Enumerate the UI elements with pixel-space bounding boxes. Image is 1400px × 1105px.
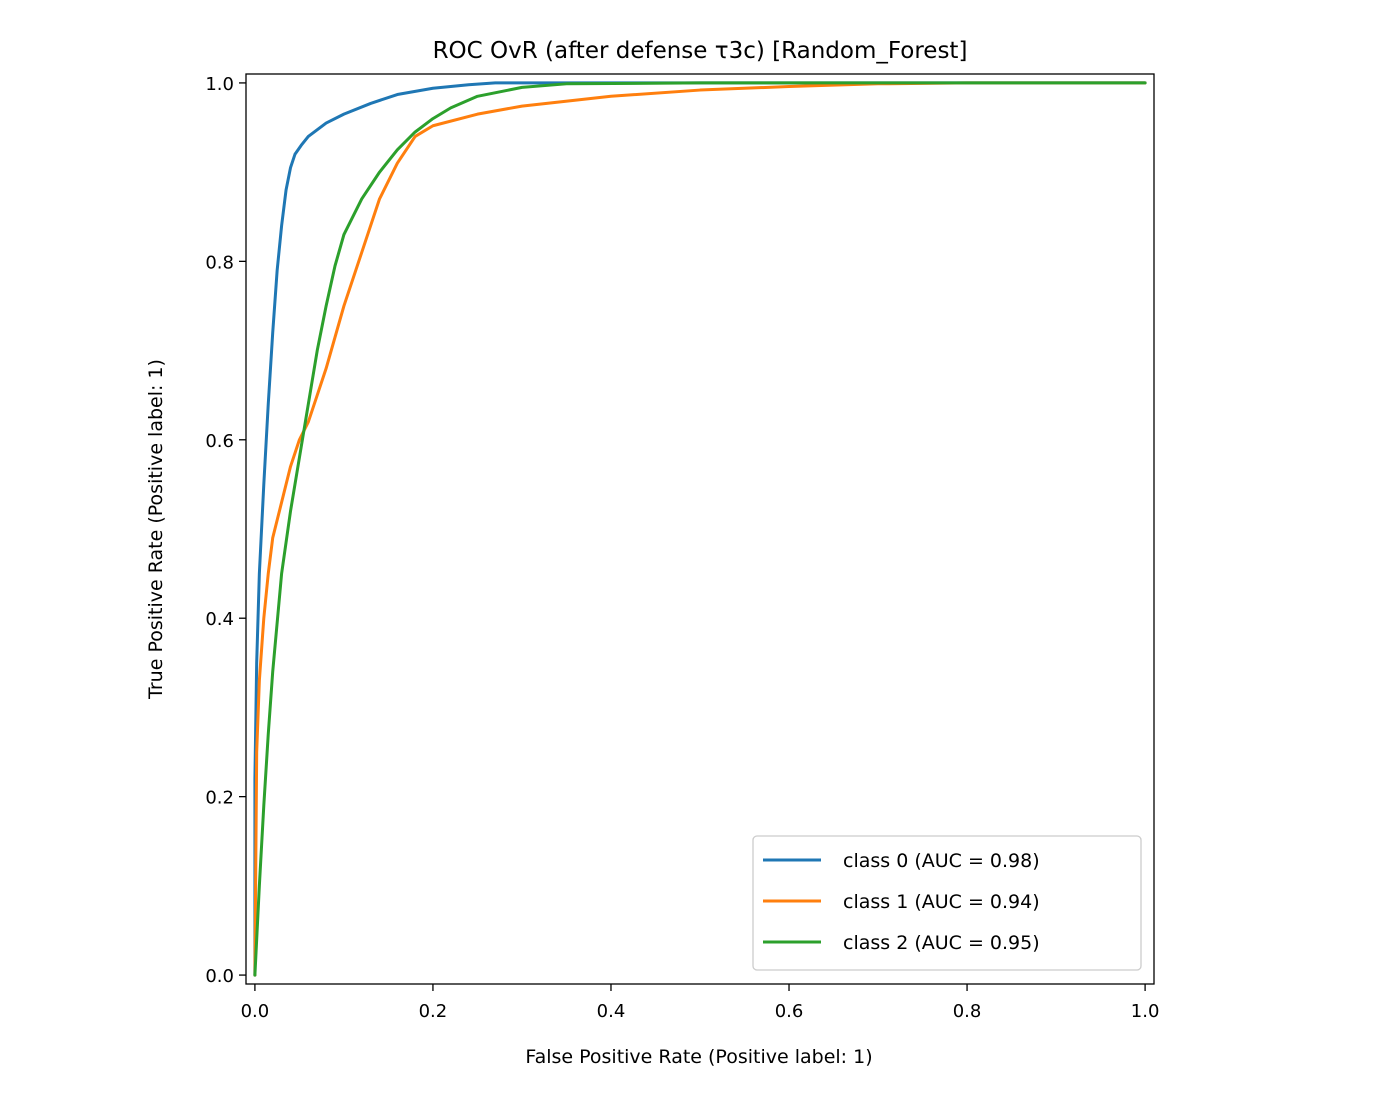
y-tick-label: 0.0 bbox=[205, 966, 234, 987]
y-tick-label: 0.8 bbox=[205, 252, 234, 273]
legend-label-2: class 2 (AUC = 0.95) bbox=[843, 932, 1040, 954]
x-axis-label: False Positive Rate (Positive label: 1) bbox=[525, 1046, 872, 1068]
y-tick-label: 1.0 bbox=[205, 74, 234, 95]
y-tick-label: 0.2 bbox=[205, 788, 234, 809]
x-tick-label: 0.0 bbox=[241, 1001, 270, 1022]
chart-title: ROC OvR (after defense τ3c) [Random_Fore… bbox=[433, 38, 968, 64]
x-tick-label: 0.4 bbox=[597, 1001, 626, 1022]
series-line-2 bbox=[253, 81, 1147, 977]
legend-box bbox=[752, 835, 1142, 971]
y-axis-label: True Positive Rate (Positive label: 1) bbox=[145, 359, 167, 700]
x-tick-label: 0.6 bbox=[775, 1001, 804, 1022]
y-tick-label: 0.4 bbox=[205, 609, 234, 630]
plot-area: 0.0 0.2 0.4 0.6 0.8 1.0 0.0 0.2 0.4 0.6 0.8 1.0 bbox=[205, 73, 1160, 1022]
legend-label-1: class 1 (AUC = 0.94) bbox=[843, 891, 1040, 913]
y-tick-label: 0.6 bbox=[205, 431, 234, 452]
x-tick-label: 0.8 bbox=[953, 1001, 982, 1022]
x-tick-label: 0.2 bbox=[419, 1001, 448, 1022]
series-line-1 bbox=[253, 81, 1147, 977]
series-line-0 bbox=[253, 81, 1147, 977]
legend: class 0 (AUC = 0.98) class 1 (AUC = 0.94)… bbox=[752, 835, 1142, 971]
axes-frame bbox=[245, 73, 1155, 985]
legend-label-0: class 0 (AUC = 0.98) bbox=[843, 850, 1040, 872]
x-tick-label: 1.0 bbox=[1131, 1001, 1160, 1022]
